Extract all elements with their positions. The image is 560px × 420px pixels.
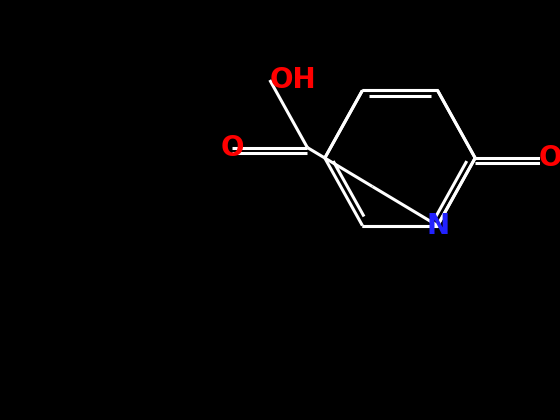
- Text: OH: OH: [270, 66, 316, 94]
- Text: O: O: [221, 134, 244, 162]
- Text: O: O: [539, 144, 560, 172]
- Text: N: N: [426, 212, 449, 239]
